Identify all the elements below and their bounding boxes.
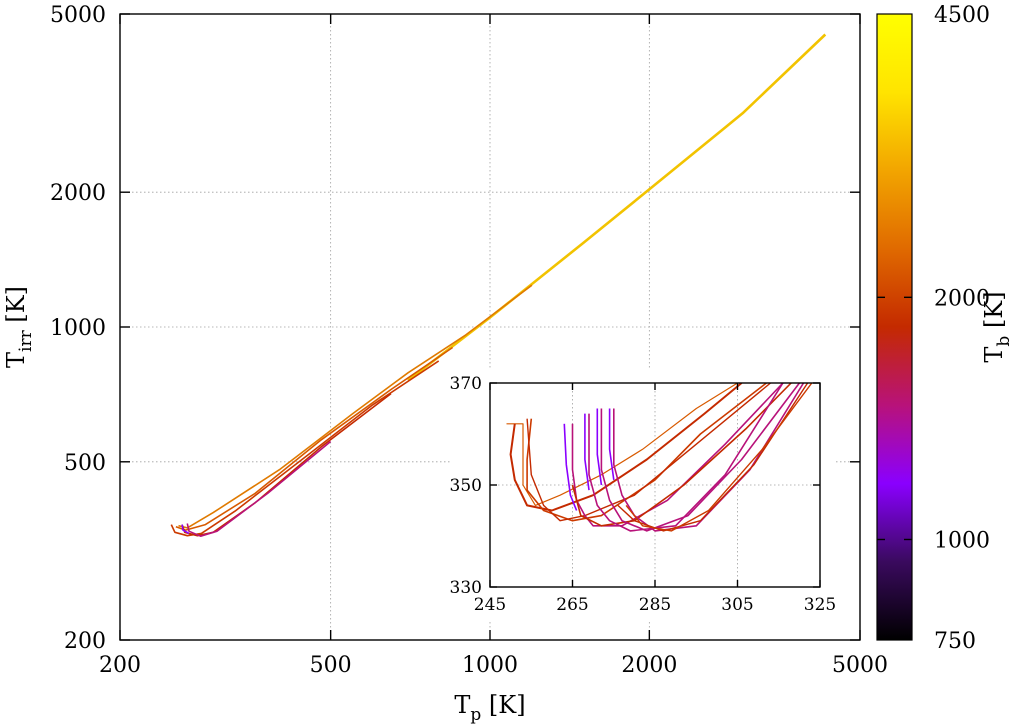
inset-y-tick-label: 370 xyxy=(450,374,482,394)
x-tick-label: 5000 xyxy=(832,653,888,678)
main-series-line xyxy=(170,360,440,537)
inset-series-line xyxy=(526,383,771,522)
inset-series-line xyxy=(563,423,578,511)
colorbar-tick-label: 4500 xyxy=(934,3,990,28)
colorbar-tick-label: 2000 xyxy=(934,286,990,311)
y-tick-label: 1000 xyxy=(50,316,106,341)
colorbar xyxy=(876,13,913,641)
inset-ticks: 245 265 285 305 325 330 350 370 xyxy=(450,374,837,615)
inset-background xyxy=(450,370,835,620)
main-series-group xyxy=(170,33,827,537)
main-series-line xyxy=(181,524,190,535)
x-tick-label: 2000 xyxy=(621,653,677,678)
y-tick-label: 2000 xyxy=(50,181,106,206)
inset-series-line xyxy=(584,413,590,491)
y-tick-label: 200 xyxy=(64,629,106,654)
inset-series-line xyxy=(608,408,615,481)
x-tick-label: 1000 xyxy=(462,653,518,678)
inset-series-line xyxy=(588,383,784,532)
inset-x-tick-label: 265 xyxy=(556,595,588,615)
inset-x-tick-label: 325 xyxy=(804,595,836,615)
main-ticks: 200 500 1000 2000 5000 200 500 1000 2000 5000 xyxy=(50,3,888,678)
inset-x-tick-label: 305 xyxy=(721,595,753,615)
inset-y-tick-label: 350 xyxy=(450,476,482,496)
inset-series-line xyxy=(625,383,813,532)
y-tick-label: 5000 xyxy=(50,3,106,28)
main-series-line xyxy=(186,440,332,537)
inset-x-tick-label: 285 xyxy=(639,595,671,615)
main-series-line xyxy=(407,33,827,382)
inset-series-line xyxy=(526,383,767,522)
inset-series-line xyxy=(600,383,801,532)
y-axis-label: Tirr [K] xyxy=(2,286,36,368)
inset-series-line xyxy=(596,408,603,486)
colorbar-label: Tb [K] xyxy=(980,291,1014,362)
inset-grid xyxy=(490,383,820,587)
inset-y-tick-label: 330 xyxy=(450,578,482,598)
main-series-line xyxy=(175,346,454,531)
y-tick-label: 500 xyxy=(64,451,106,476)
inset-x-tick-label: 245 xyxy=(474,595,506,615)
inset-series-group xyxy=(506,383,813,532)
inset-series-line xyxy=(509,383,743,512)
inset-series-line xyxy=(506,383,738,506)
x-tick-label: 500 xyxy=(310,653,352,678)
x-axis-label: Tp [K] xyxy=(454,691,525,725)
colorbar-ticks: 750 1000 2000 4500 xyxy=(877,3,990,654)
inset-series-line xyxy=(571,383,784,527)
x-tick-label: 200 xyxy=(99,653,141,678)
main-series-line xyxy=(178,284,533,529)
colorbar-tick-label: 1000 xyxy=(934,528,990,553)
colorbar-tick-label: 750 xyxy=(934,629,976,654)
